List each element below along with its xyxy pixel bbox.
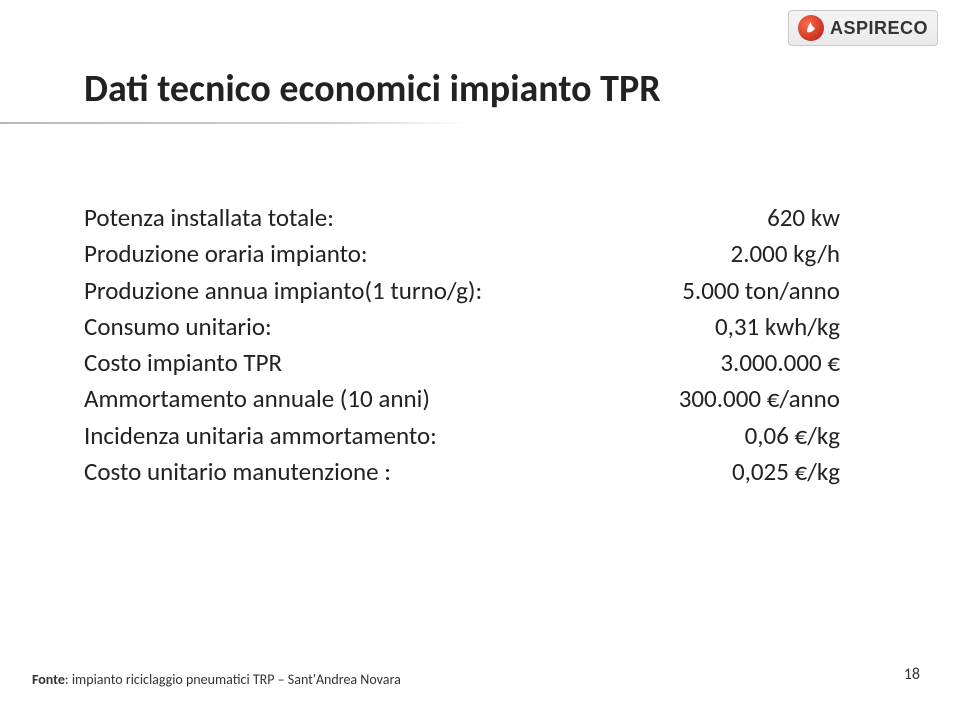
slide-title: Dati tecnico economici impianto TPR xyxy=(84,66,661,112)
data-row: Produzione oraria impianto: 2.000 kg/h xyxy=(84,236,840,272)
footnote-bold: Fonte xyxy=(32,671,65,688)
data-label: Produzione oraria impianto: xyxy=(84,236,368,272)
data-row: Costo impianto TPR 3.000.000 € xyxy=(84,345,840,381)
logo-text: ASPIRECO xyxy=(830,18,928,39)
data-label: Potenza installata totale: xyxy=(84,200,334,236)
data-row: Produzione annua impianto(1 turno/g): 5.… xyxy=(84,273,840,309)
data-label: Incidenza unitaria ammortamento: xyxy=(84,418,437,454)
data-value: 620 kw xyxy=(767,200,840,236)
data-label: Ammortamento annuale (10 anni) xyxy=(84,381,430,417)
data-row: Consumo unitario: 0,31 kwh/kg xyxy=(84,309,840,345)
data-label: Produzione annua impianto(1 turno/g): xyxy=(84,273,482,309)
data-row: Potenza installata totale: 620 kw xyxy=(84,200,840,236)
logo-badge-icon xyxy=(798,15,824,41)
data-value: 0,06 €/kg xyxy=(745,418,840,454)
data-value: 5.000 ton/anno xyxy=(682,273,840,309)
data-label: Costo unitario manutenzione : xyxy=(84,454,391,490)
data-row: Ammortamento annuale (10 anni) 300.000 €… xyxy=(84,381,840,417)
data-value: 2.000 kg/h xyxy=(731,236,840,272)
data-value: 0,31 kwh/kg xyxy=(715,309,840,345)
brand-logo: ASPIRECO xyxy=(788,10,938,46)
data-row: Costo unitario manutenzione : 0,025 €/kg xyxy=(84,454,840,490)
data-value: 3.000.000 € xyxy=(720,345,840,381)
data-label: Consumo unitario: xyxy=(84,309,272,345)
footnote: Fonte: impianto riciclaggio pneumatici T… xyxy=(32,671,401,688)
footnote-rest: : impianto riciclaggio pneumatici TRP – … xyxy=(65,671,401,688)
page-number: 18 xyxy=(904,665,920,684)
title-underline xyxy=(0,122,470,124)
data-row: Incidenza unitaria ammortamento: 0,06 €/… xyxy=(84,418,840,454)
data-value: 0,025 €/kg xyxy=(732,454,840,490)
data-list: Potenza installata totale: 620 kw Produz… xyxy=(84,200,840,490)
data-label: Costo impianto TPR xyxy=(84,345,282,381)
slide: ASPIRECO Dati tecnico economici impianto… xyxy=(0,0,960,720)
data-value: 300.000 €/anno xyxy=(679,381,840,417)
